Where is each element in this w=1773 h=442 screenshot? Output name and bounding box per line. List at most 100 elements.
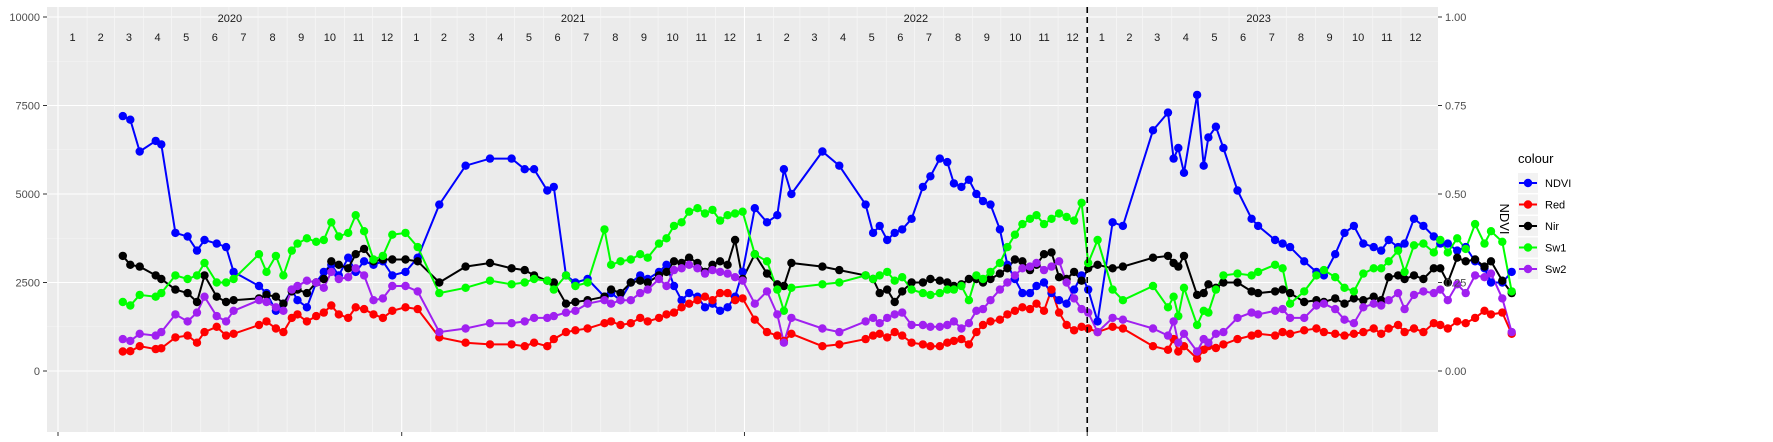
- data-point-nir: [1253, 288, 1263, 298]
- month-label: 11: [1038, 32, 1049, 44]
- data-point-ndvi: [818, 147, 827, 156]
- data-point-red: [312, 311, 321, 321]
- data-point-sw2: [507, 319, 516, 328]
- data-point-nir: [229, 296, 238, 305]
- data-point-nir: [1179, 251, 1189, 261]
- data-point-ndvi: [1300, 257, 1309, 266]
- data-point-sw2: [312, 278, 321, 287]
- data-point-sw1: [779, 306, 789, 315]
- month-label: 7: [240, 32, 246, 44]
- data-point-red: [1369, 324, 1378, 333]
- data-point-nir: [520, 265, 529, 275]
- data-point-ndvi: [1443, 239, 1453, 248]
- data-point-sw1: [1470, 219, 1480, 229]
- data-point-sw2: [1018, 264, 1027, 273]
- data-point-nir: [1148, 253, 1158, 262]
- data-point-nir: [875, 288, 884, 298]
- data-point-sw1: [157, 288, 166, 298]
- data-point-sw2: [1400, 304, 1409, 314]
- data-point-sw2: [926, 322, 935, 331]
- data-point-nir: [1470, 255, 1480, 264]
- month-label: 2: [1126, 32, 1132, 44]
- data-point-sw1: [135, 290, 144, 300]
- month-label: 4: [154, 32, 160, 44]
- data-point-ndvi: [1093, 317, 1102, 326]
- data-point-sw2: [549, 311, 558, 321]
- data-point-sw1: [1359, 269, 1368, 278]
- data-point-sw1: [818, 280, 827, 289]
- month-label: 11: [696, 32, 707, 44]
- data-point-nir: [1409, 271, 1419, 280]
- data-point-sw1: [1436, 235, 1445, 245]
- data-point-sw1: [293, 239, 302, 248]
- data-point-sw2: [1039, 265, 1049, 275]
- data-point-red: [1486, 310, 1496, 319]
- data-point-sw1: [730, 209, 740, 218]
- series-points: [118, 90, 1516, 363]
- data-point-ndvi: [1174, 143, 1183, 153]
- legend-key-point: [1523, 221, 1533, 231]
- data-point-sw1: [1461, 244, 1470, 254]
- data-point-nir: [212, 292, 221, 301]
- data-point-sw2: [700, 269, 710, 278]
- data-point-nir: [1285, 288, 1295, 298]
- data-point-ndvi: [1069, 285, 1079, 294]
- data-point-sw2: [636, 288, 645, 298]
- data-point-sw1: [1233, 269, 1242, 278]
- y-left-tick-label: 2500: [16, 278, 40, 290]
- data-point-ndvi: [995, 225, 1005, 234]
- data-point-red: [1219, 340, 1228, 349]
- data-point-sw1: [192, 271, 202, 280]
- data-point-sw1: [212, 278, 221, 287]
- data-point-nir: [1340, 299, 1349, 308]
- left-y-axis: 0 2500 5000 7500 10000: [9, 12, 47, 378]
- data-point-sw1: [636, 250, 645, 259]
- data-point-nir: [1349, 294, 1359, 303]
- data-point-sw1: [684, 207, 694, 216]
- data-point-sw1: [1062, 212, 1071, 222]
- month-label: 5: [183, 32, 189, 44]
- data-point-sw2: [654, 274, 664, 284]
- data-point-red: [868, 331, 878, 340]
- data-point-sw1: [926, 290, 935, 300]
- data-point-nir: [723, 260, 732, 269]
- data-point-nir: [669, 257, 679, 266]
- year-label: 2020: [218, 13, 242, 25]
- data-point-sw2: [1069, 294, 1079, 303]
- data-point-nir: [943, 278, 952, 287]
- y-left-tick-label: 10000: [9, 12, 40, 24]
- data-point-red: [135, 342, 144, 351]
- data-point-ndvi: [549, 182, 558, 192]
- data-point-nir: [964, 274, 974, 284]
- month-label: 1: [413, 32, 419, 44]
- data-point-sw1: [898, 273, 907, 282]
- legend-key-point: [1523, 200, 1533, 209]
- data-point-sw2: [369, 296, 378, 305]
- data-point-ndvi: [762, 218, 772, 227]
- data-point-ndvi: [1084, 285, 1093, 294]
- data-point-sw2: [606, 299, 616, 308]
- data-point-sw2: [1108, 313, 1117, 323]
- data-point-ndvi: [200, 235, 209, 245]
- data-point-red: [1453, 317, 1462, 326]
- data-point-sw1: [1010, 230, 1020, 239]
- data-point-sw1: [1384, 257, 1393, 266]
- data-point-sw1: [861, 271, 870, 280]
- data-point-sw1: [868, 274, 878, 284]
- data-point-red: [1163, 345, 1173, 354]
- data-point-sw2: [972, 306, 981, 315]
- month-label: 6: [212, 32, 218, 44]
- data-point-nir: [890, 297, 899, 307]
- data-point-nir: [485, 258, 495, 268]
- data-point-ndvi: [1108, 218, 1117, 227]
- data-point-sw2: [485, 319, 495, 328]
- data-point-sw1: [875, 271, 884, 280]
- data-point-sw1: [561, 271, 571, 280]
- data-point-sw1: [1204, 308, 1213, 317]
- data-point-ndvi: [1169, 154, 1178, 163]
- data-point-ndvi: [171, 228, 180, 238]
- data-point-sw2: [1032, 258, 1041, 268]
- data-point-ndvi: [875, 221, 884, 231]
- data-point-red: [773, 331, 782, 340]
- data-point-sw1: [723, 211, 732, 220]
